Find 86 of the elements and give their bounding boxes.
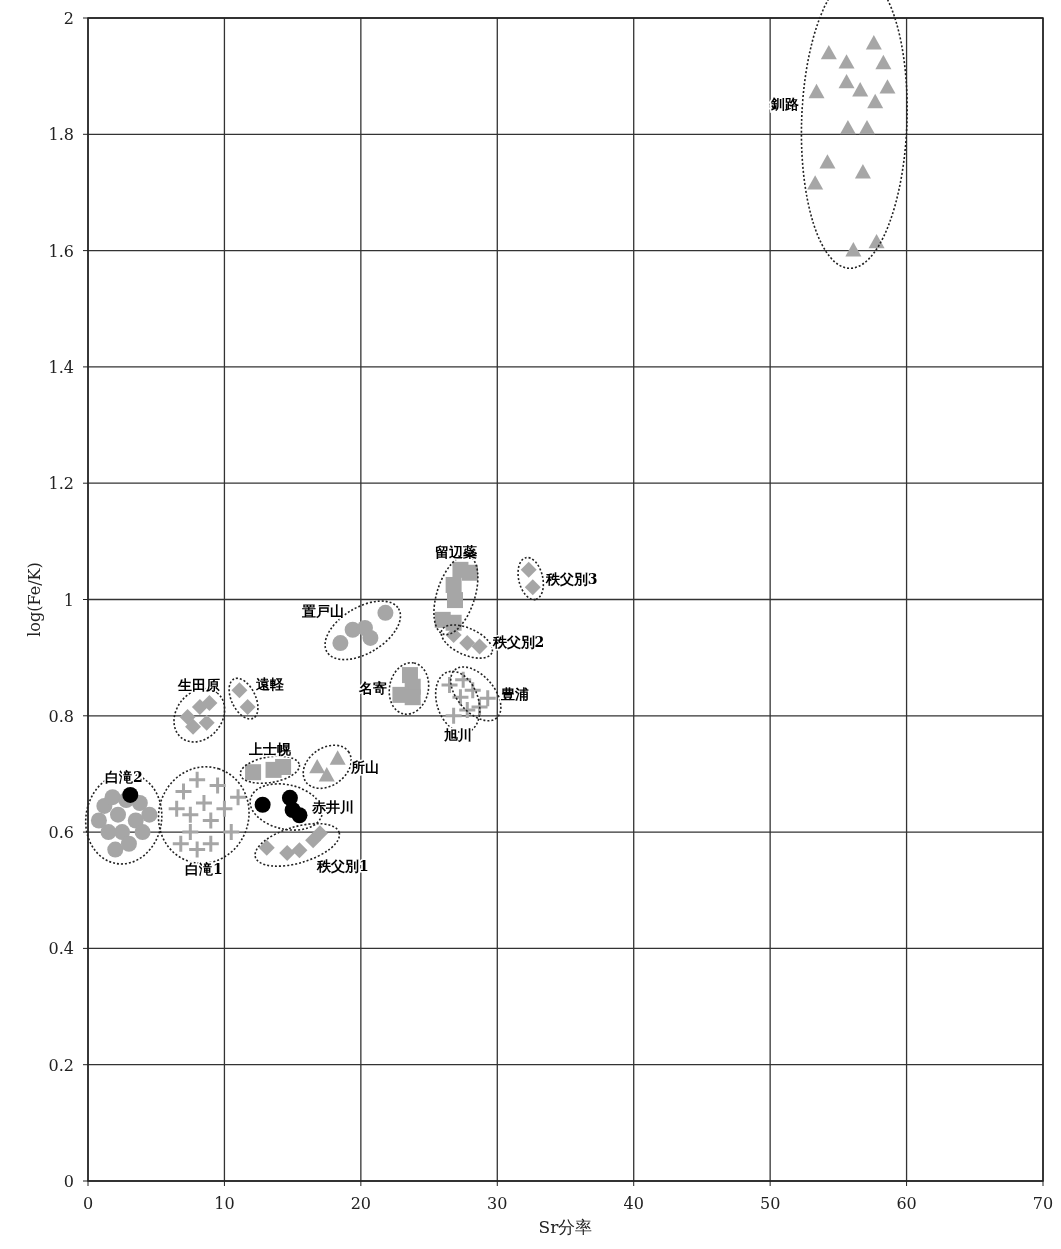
x-tick-label: 50 — [759, 1194, 781, 1213]
point — [875, 54, 892, 70]
point — [107, 841, 124, 858]
y-tick-label: 1.8 — [48, 125, 74, 145]
point — [462, 564, 478, 581]
point — [377, 604, 394, 621]
point — [194, 793, 214, 813]
point — [275, 758, 292, 775]
x-tick-label: 20 — [350, 1194, 372, 1213]
point — [807, 175, 824, 190]
point — [329, 750, 346, 765]
y-axis-title: log(Fe/K) — [25, 562, 44, 637]
point — [100, 824, 117, 841]
point — [187, 840, 207, 860]
y-tick-label: 0.2 — [48, 1055, 74, 1075]
point — [291, 807, 308, 824]
point — [478, 688, 498, 708]
point — [120, 835, 137, 852]
point — [180, 822, 200, 842]
point — [254, 796, 271, 813]
point — [838, 73, 855, 89]
point — [446, 592, 463, 609]
point — [524, 579, 541, 596]
point — [839, 119, 856, 135]
point — [141, 806, 158, 823]
point — [201, 834, 221, 854]
point — [104, 789, 121, 806]
point — [110, 806, 127, 823]
point — [852, 82, 869, 97]
point — [245, 764, 262, 781]
point — [820, 44, 837, 60]
point — [185, 718, 202, 735]
point — [291, 842, 308, 859]
point — [859, 119, 876, 135]
point — [808, 83, 825, 99]
x-tick-label: 10 — [214, 1194, 235, 1213]
x-axis-title: Sr分率 — [538, 1217, 593, 1237]
point — [309, 758, 326, 774]
point — [134, 824, 151, 841]
point — [258, 839, 275, 856]
point — [174, 781, 193, 801]
point — [865, 35, 882, 50]
y-tick-label: 0.4 — [48, 939, 74, 959]
point — [239, 699, 256, 716]
point — [171, 834, 191, 854]
x-tick-label: 30 — [487, 1194, 508, 1213]
point — [471, 638, 488, 655]
point — [311, 825, 328, 842]
point — [445, 576, 462, 593]
point — [279, 845, 296, 862]
point — [845, 242, 862, 257]
point — [90, 812, 107, 829]
point — [167, 799, 187, 819]
point — [444, 706, 464, 726]
y-tick-label: 1.2 — [48, 474, 74, 494]
point — [879, 79, 896, 94]
point — [332, 635, 349, 652]
point — [362, 629, 379, 646]
point — [440, 675, 460, 695]
y-tick-label: 0.6 — [48, 823, 74, 843]
point — [868, 233, 885, 249]
point — [867, 93, 884, 109]
point — [214, 799, 234, 819]
point — [201, 695, 218, 712]
point — [228, 787, 248, 807]
y-tick-label: 2 — [63, 9, 74, 28]
x-tick-label: 70 — [1032, 1194, 1054, 1213]
y-tick-label: 0.8 — [48, 706, 74, 726]
x-tick-label: 0 — [82, 1194, 94, 1213]
point — [114, 824, 131, 841]
point — [838, 54, 855, 69]
point — [819, 154, 836, 169]
y-tick-label: 0 — [63, 1172, 74, 1191]
point — [208, 776, 228, 796]
x-tick-label: 60 — [896, 1194, 917, 1213]
point — [520, 561, 537, 578]
y-tick-label: 1.6 — [48, 241, 74, 261]
point — [221, 822, 241, 842]
point — [187, 770, 207, 790]
point — [180, 805, 200, 825]
point — [201, 810, 221, 830]
y-tick-label: 1 — [63, 590, 74, 610]
point — [179, 708, 196, 725]
y-tick-label: 1.4 — [48, 357, 74, 377]
x-tick-label: 40 — [623, 1194, 644, 1213]
point — [854, 164, 871, 179]
